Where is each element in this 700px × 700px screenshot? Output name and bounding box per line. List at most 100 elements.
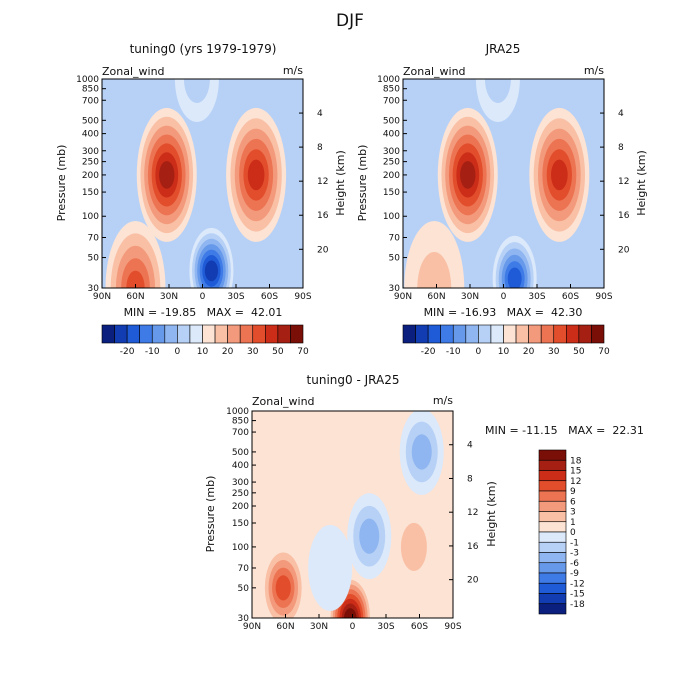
panel-B-contour-3-5 — [507, 267, 522, 288]
lat-tick-label: 30S — [377, 622, 394, 632]
colorbar-label: 3 — [570, 508, 576, 518]
colorbar-box-2 — [126, 324, 140, 344]
colorbar-box-9 — [538, 541, 567, 553]
panel-reanalysis-field — [404, 79, 590, 288]
pressure-tick-label: 150 — [82, 188, 99, 198]
pressure-tick-label: 400 — [82, 130, 99, 140]
lat-tick-label: 0 — [350, 622, 356, 632]
panel-reanalysis-y2label: Height (km) — [635, 150, 648, 216]
panel-reanalysis: JRA25 Zonal_wind m/s 3050701001502002503… — [356, 42, 648, 357]
panel-reanalysis-units: m/s — [584, 64, 604, 77]
pressure-tick-label: 70 — [389, 233, 401, 243]
colorbar-label: 70 — [598, 347, 610, 357]
panel-A-feature-4 — [174, 79, 219, 122]
panel-A-feature-2 — [105, 221, 166, 288]
colorbar-box-3 — [538, 480, 567, 492]
lat-tick-label: 0 — [501, 292, 507, 302]
panel-C-feature-5 — [399, 411, 444, 495]
panel-model-stats: MIN = -19.85 MAX = 42.01 — [124, 306, 283, 319]
pressure-tick-label: 850 — [232, 417, 249, 427]
panel-B-feature-3 — [492, 235, 537, 288]
height-tick-label: 12 — [317, 177, 328, 187]
colorbar-label: 9 — [570, 487, 576, 497]
colorbar-label: 70 — [297, 347, 309, 357]
panel-difference-ylabel: Pressure (mb) — [204, 476, 217, 553]
colorbar-box-0 — [101, 324, 115, 344]
colorbar-box-6 — [538, 511, 567, 523]
colorbar-label: -6 — [570, 559, 579, 569]
height-tick-label: 16 — [467, 542, 479, 552]
colorbar-label: 20 — [523, 347, 535, 357]
height-tick-label: 4 — [467, 441, 473, 451]
colorbar-box-9 — [214, 324, 228, 344]
panel-model-units: m/s — [283, 64, 303, 77]
colorbar-box-11 — [538, 562, 567, 574]
panel-A-contour-2-4 — [126, 270, 145, 288]
colorbar-label: 30 — [247, 347, 259, 357]
panel-B-feature-1 — [529, 107, 590, 242]
pressure-tick-label: 850 — [383, 85, 400, 95]
colorbar-label: 20 — [222, 347, 234, 357]
panel-reanalysis-x-axis: 90N 60N 30N 0 30S 60S 90S — [394, 284, 613, 302]
panel-B-contour-0-6 — [460, 161, 476, 189]
pressure-tick-label: 70 — [238, 564, 250, 574]
panel-A-contour-3-6 — [204, 260, 219, 282]
colorbar-box-12 — [538, 572, 567, 584]
panel-B-contour-1-5 — [551, 159, 568, 191]
colorbar-box-3 — [139, 324, 153, 344]
pressure-tick-label: 50 — [88, 254, 100, 264]
colorbar-label: 0 — [476, 347, 482, 357]
colorbar-box-10 — [227, 324, 241, 344]
pressure-tick-label: 200 — [232, 502, 249, 512]
panel-C-feature-0 — [261, 544, 306, 618]
panel-difference-field-label: Zonal_wind — [252, 395, 315, 408]
height-tick-label: 12 — [618, 177, 629, 187]
pressure-tick-label: 100 — [82, 212, 99, 222]
panel-difference-units: m/s — [433, 394, 453, 407]
colorbar-box-12 — [252, 324, 266, 344]
panel-difference-stats: MIN = -11.15 MAX = 22.31 — [485, 424, 644, 437]
panel-model: tuning0 (yrs 1979-1979) Zonal_wind m/s 3… — [55, 42, 347, 357]
lat-tick-label: 90N — [93, 292, 111, 302]
lat-tick-label: 90N — [243, 622, 261, 632]
colorbar-box-8 — [202, 324, 216, 344]
lat-tick-label: 0 — [200, 292, 206, 302]
colorbar-box-1 — [415, 324, 429, 344]
height-tick-label: 12 — [467, 508, 478, 518]
colorbar-box-15 — [591, 324, 605, 344]
panel-difference-field — [261, 411, 444, 618]
panel-model-y2label: Height (km) — [334, 150, 347, 216]
lat-tick-label: 90N — [394, 292, 412, 302]
colorbar-box-10 — [528, 324, 542, 344]
lat-tick-label: 60S — [562, 292, 579, 302]
panel-C-contour-3-0 — [308, 524, 353, 611]
height-tick-label: 20 — [618, 245, 630, 255]
height-tick-label: 4 — [317, 109, 323, 119]
panel-difference-height-axis: 4 8 12 16 20 — [449, 441, 479, 586]
panel-reanalysis-title: JRA25 — [485, 42, 521, 56]
pressure-tick-label: 500 — [232, 448, 249, 458]
height-tick-label: 16 — [317, 211, 329, 221]
pressure-tick-label: 30 — [238, 614, 250, 624]
colorbar-box-5 — [465, 324, 479, 344]
lat-tick-label: 30N — [310, 622, 328, 632]
colorbar-label: -12 — [570, 579, 585, 589]
colorbar-label: 12 — [570, 477, 581, 487]
panel-difference-title: tuning0 - JRA25 — [307, 373, 400, 387]
colorbar-label: 10 — [197, 347, 209, 357]
colorbar-label: 15 — [570, 467, 581, 477]
pressure-tick-label: 700 — [383, 96, 400, 106]
colorbar-label: 0 — [570, 528, 576, 538]
colorbar-box-3 — [440, 324, 454, 344]
colorbar-box-14 — [277, 324, 291, 344]
lat-tick-label: 90S — [444, 622, 461, 632]
height-tick-label: 8 — [467, 474, 473, 484]
colorbar-label: -20 — [120, 347, 135, 357]
colorbar-box-7 — [538, 521, 567, 533]
lat-tick-label: 60N — [126, 292, 144, 302]
pressure-tick-label: 70 — [88, 233, 100, 243]
panel-model-field — [105, 79, 287, 288]
pressure-tick-label: 1000 — [226, 407, 249, 417]
